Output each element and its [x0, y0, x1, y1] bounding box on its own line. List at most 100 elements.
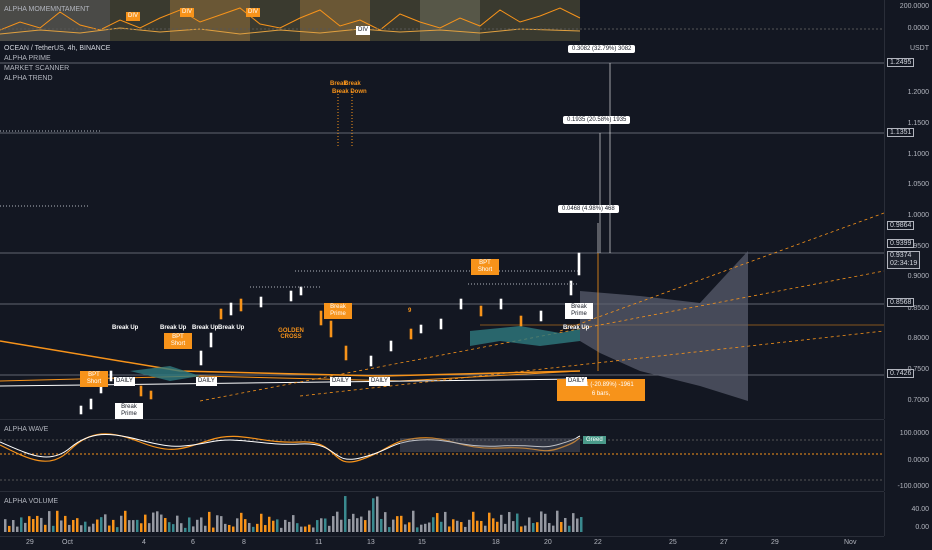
volume-bar: [524, 525, 527, 532]
indicator-alpha-prime[interactable]: ALPHA PRIME: [4, 55, 51, 62]
div-label: DIV: [126, 12, 141, 21]
volume-pane[interactable]: ALPHA VOLUME: [0, 492, 884, 537]
time-label: 4: [142, 539, 146, 546]
volume-bar: [536, 522, 539, 532]
volume-bar: [88, 526, 91, 532]
break-prime-label: Break Prime: [324, 303, 352, 319]
price-tag: 1.2495: [887, 58, 915, 67]
volume-bar: [112, 519, 115, 532]
volume-bar: [292, 515, 295, 532]
volume-bar: [396, 516, 399, 532]
indicator-market-scanner[interactable]: MARKET SCANNER: [4, 65, 70, 72]
div-label: DIV: [180, 8, 195, 17]
break-up-label: Break Up: [112, 325, 139, 331]
volume-bar: [208, 511, 211, 532]
volume-bar: [500, 514, 503, 532]
price-tag: 0.9399: [887, 239, 915, 248]
main-chart-pane[interactable]: OCEAN / TetherUS, 4h, BINANCE ALPHA PRIM…: [0, 41, 884, 420]
volume-bar: [552, 525, 555, 532]
momentum-pane[interactable]: ALPHA MOMEMNTAMENT DIV DIV DIV DIV: [0, 0, 884, 42]
volume-bar: [312, 527, 315, 532]
volume-bar: [244, 519, 247, 532]
volume-bar: [160, 514, 163, 532]
break-up-label: Break Up: [563, 325, 590, 331]
volume-bar: [200, 517, 203, 532]
volume-axis[interactable]: 40.00 0.00: [884, 492, 932, 536]
volume-bar: [272, 520, 275, 532]
axis-label: 0.9000: [907, 273, 929, 280]
bpt-short-label: BPT Short: [80, 371, 108, 387]
volume-bar: [508, 512, 511, 532]
volume-bar: [304, 526, 307, 532]
price-tag: 0.8568: [887, 298, 915, 307]
time-label: 13: [367, 539, 375, 546]
momentum-price-axis[interactable]: 200.0000 0.0000: [884, 0, 932, 41]
volume-bar: [468, 519, 471, 532]
volume-bar: [280, 527, 283, 532]
volume-bar: [72, 519, 75, 532]
current-price-tag: 0.9374 02:34:19: [887, 251, 921, 269]
axis-label: 1.0000: [907, 212, 929, 219]
volume-bar: [252, 526, 255, 532]
volume-bar: [424, 523, 427, 532]
volume-bar: [224, 523, 227, 532]
volume-bar: [60, 520, 63, 532]
currency-label: USDT: [909, 45, 929, 52]
volume-bar: [196, 519, 199, 532]
wave-title: ALPHA WAVE: [4, 426, 49, 433]
volume-bar: [136, 519, 139, 532]
wave-axis[interactable]: 100.0000 0.0000 -100.0000: [884, 420, 932, 491]
break-prime-label: Break Prime: [565, 303, 593, 319]
axis-label: 0.7500: [907, 366, 929, 373]
volume-bar: [320, 518, 323, 532]
volume-bar: [456, 520, 459, 532]
volume-bar: [248, 522, 251, 532]
volume-bar: [228, 524, 231, 532]
break-label: Break: [344, 81, 361, 87]
time-label: Nov: [844, 539, 857, 546]
time-label: 22: [594, 539, 602, 546]
axis-label: 1.2000: [907, 89, 929, 96]
volume-bar: [532, 523, 535, 532]
momentum-title: ALPHA MOMEMNTAMENT: [4, 6, 90, 13]
volume-bar: [144, 514, 147, 532]
volume-bar: [480, 520, 483, 532]
volume-bar: [44, 524, 47, 532]
volume-bar: [132, 520, 135, 532]
volume-bar: [548, 523, 551, 532]
break-down-label: Break Down: [332, 89, 367, 95]
axis-label: 0.8500: [907, 305, 929, 312]
volume-bar: [496, 521, 499, 532]
price-chart: [0, 62, 884, 415]
volume-bar: [184, 527, 187, 532]
volume-bar: [84, 521, 87, 532]
volume-bar: [476, 520, 479, 532]
indicator-alpha-trend[interactable]: ALPHA TREND: [4, 75, 53, 82]
volume-bar: [444, 511, 447, 532]
time-label: Oct: [62, 539, 73, 546]
symbol-title[interactable]: OCEAN / TetherUS, 4h, BINANCE: [4, 45, 111, 52]
time-axis[interactable]: 29 Oct 4 6 8 11 13 15 18 20 22 25 27 29 …: [0, 537, 932, 550]
main-price-axis[interactable]: USDT 1.2000 1.1500 1.1000 1.0500 1.0000 …: [884, 41, 932, 419]
volume-bar: [344, 496, 347, 532]
current-price: 0.9374: [890, 252, 912, 259]
measure-label: 0.1935 (20.58%) 1935: [563, 116, 631, 124]
volume-bar: [152, 512, 155, 532]
greed-badge: Greed: [583, 436, 606, 444]
volume-bar: [212, 527, 215, 532]
bar-countdown: 02:34:19: [890, 260, 918, 267]
volume-bar: [120, 515, 123, 532]
bpt-short-label: BPT Short: [471, 259, 499, 275]
wave-pane[interactable]: ALPHA WAVE Greed: [0, 420, 884, 492]
volume-bar: [568, 525, 571, 532]
volume-bar: [380, 518, 383, 532]
axis-label: 0.00: [915, 524, 929, 531]
volume-bar: [512, 521, 515, 532]
volume-bar: [4, 519, 7, 532]
volume-bar: [8, 525, 11, 532]
volume-bar: [148, 523, 151, 532]
volume-bar: [28, 516, 31, 532]
volume-bar: [96, 519, 99, 532]
volume-bar: [16, 526, 19, 532]
volume-bar: [36, 515, 39, 532]
